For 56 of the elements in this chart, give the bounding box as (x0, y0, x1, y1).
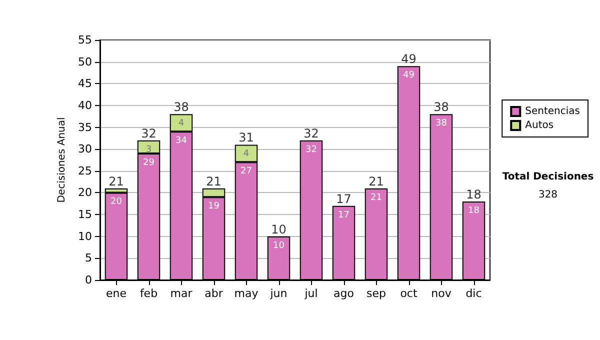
x-tick-label: oct (400, 287, 418, 300)
total-label: 31 (238, 130, 254, 145)
x-tick-label: dic (466, 287, 482, 300)
y-tick-label: 55 (78, 34, 92, 46)
y-tick-label: 0 (85, 274, 92, 286)
x-tick-label: feb (140, 287, 158, 300)
total-label: 10 (271, 222, 286, 236)
total-label: 17 (336, 192, 352, 206)
y-tick-label: 30 (78, 142, 92, 156)
legend-label: Sentencias (525, 106, 580, 117)
total-label: 49 (401, 52, 416, 66)
data-label: 10 (273, 240, 285, 251)
data-label: 3 (146, 144, 152, 155)
y-tick-label: 35 (78, 120, 92, 134)
text: 328 (538, 190, 558, 200)
data-label: 21 (370, 192, 382, 203)
y-tick-label: 50 (78, 55, 92, 68)
y-tick-label: 5 (85, 252, 92, 265)
data-label: 4 (178, 118, 184, 129)
x-tick-label: abr (204, 287, 224, 300)
total-label: 38 (174, 100, 189, 114)
x-tick-label: jul (304, 287, 318, 300)
data-label: 27 (240, 166, 252, 177)
total-label: 21 (108, 174, 124, 188)
y-tick-label: 25 (78, 164, 92, 178)
total-label: 38 (434, 100, 449, 114)
x-tick-label: sep (366, 287, 386, 300)
total-label: 18 (466, 187, 482, 202)
total-label: 21 (368, 174, 384, 188)
total-label: 21 (206, 174, 222, 188)
data-label: 49 (403, 70, 415, 81)
y-tick-label: 10 (78, 230, 92, 243)
x-tick-label: nov (431, 287, 452, 300)
data-label: 4 (243, 149, 250, 160)
data-label: 29 (143, 158, 155, 168)
x-tick-label: may (234, 287, 259, 300)
total-label: 32 (304, 126, 319, 140)
x-tick-label: ene (106, 287, 127, 300)
data-label: 32 (306, 144, 317, 155)
data-label: 18 (468, 206, 480, 216)
y-tick-label: 40 (78, 98, 92, 112)
data-label: 20 (110, 197, 122, 208)
data-label: 38 (436, 118, 448, 129)
total-label: 32 (141, 126, 156, 140)
legend-label: Autos (525, 120, 554, 131)
x-tick-label: ago (334, 287, 354, 300)
y-axis-title: Decisiones Anual (56, 117, 68, 203)
y-tick-label: 20 (78, 186, 92, 200)
data-label: 19 (208, 202, 220, 212)
x-tick-label: mar (170, 287, 193, 300)
data-label: 17 (338, 210, 350, 220)
data-label: 34 (176, 136, 188, 146)
text: Total Decisiones (502, 172, 594, 182)
y-tick-label: 45 (78, 77, 92, 90)
x-tick-label: jun (269, 287, 288, 300)
y-tick-label: 15 (78, 208, 92, 222)
